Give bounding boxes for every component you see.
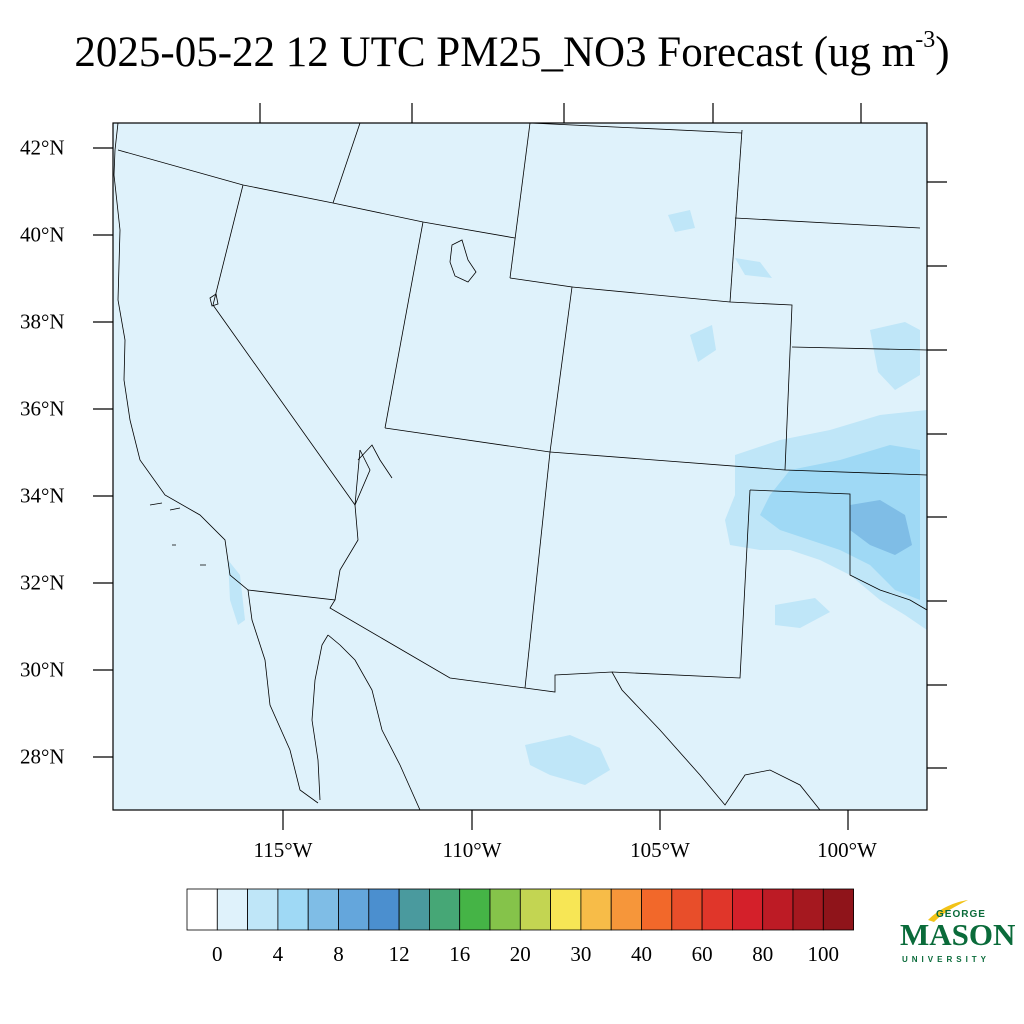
colorbar-swatch — [641, 888, 673, 931]
logo-university: UNIVERSITY — [902, 955, 991, 964]
lon-label-100: 100°W — [817, 838, 877, 862]
lat-label-42: 42°N — [20, 135, 65, 160]
baja-east-coast — [311, 634, 329, 801]
colorbar-swatch — [216, 888, 249, 931]
ok-tx-border — [749, 489, 927, 611]
id-mt-border — [332, 123, 361, 204]
lat-label-38: 38°N — [20, 309, 65, 334]
colorbar-label: 12 — [388, 942, 410, 966]
lon-label-105: 105°W — [630, 838, 690, 862]
colorbar-swatch — [822, 888, 854, 931]
map-title: 2025-05-22 12 UTC PM25_NO3 Forecast (ug … — [0, 26, 1024, 77]
mt-wy-border — [529, 123, 743, 134]
sonora-coast — [327, 634, 421, 810]
colorbar-swatch — [550, 888, 582, 931]
map-frame — [112, 122, 928, 811]
wy-co-border — [571, 286, 793, 471]
colorbar — [186, 888, 854, 931]
ca-nv-border — [212, 184, 361, 507]
colorbar-swatch — [732, 888, 764, 931]
lat-label-40: 40°N — [20, 222, 65, 247]
nm-tx-border — [611, 489, 751, 679]
az-ca-border — [334, 449, 371, 601]
az-nm-border — [524, 451, 551, 689]
tick-marks — [93, 103, 947, 830]
nv-ut-border — [384, 221, 424, 429]
lon-label-110: 110°W — [442, 838, 502, 862]
colorbar-label: 80 — [752, 942, 774, 966]
great-salt-lake — [449, 239, 477, 283]
logo-george: GEORGE — [936, 909, 986, 920]
patch-nebraska — [735, 258, 772, 278]
lat-label-34: 34°N — [20, 483, 65, 508]
patch-plains-dark — [850, 500, 912, 555]
lon-label-115: 115°W — [253, 838, 313, 862]
colorbar-label: 100 — [807, 942, 840, 966]
patch-kansas — [870, 322, 920, 390]
ut-az-border — [384, 427, 551, 453]
ne-sd-border — [734, 217, 921, 229]
ks-ne-border — [791, 346, 927, 351]
colorbar-swatch — [186, 888, 218, 931]
concentration-patches — [228, 210, 927, 785]
colorbar-swatch — [580, 888, 612, 931]
us-mexico-border — [247, 589, 821, 810]
colorbar-label: 30 — [570, 942, 592, 966]
pacific-coastline — [113, 123, 319, 804]
channel-islands — [149, 502, 206, 566]
colorbar-swatch — [701, 888, 733, 931]
lat-label-32: 32°N — [20, 570, 65, 595]
colorbar-swatch — [489, 888, 521, 931]
lake-mead — [357, 444, 393, 479]
colorbar-swatch — [610, 888, 642, 931]
title-text: 2025-05-22 12 UTC PM25_NO3 Forecast (ug … — [74, 29, 916, 76]
lat-label-36: 36°N — [20, 396, 65, 421]
ut-wy-border — [509, 123, 531, 279]
colorbar-swatch — [277, 888, 309, 931]
gmu-logo: GEORGE MASON UNIVERSITY — [900, 900, 1015, 970]
colorbar-swatch — [519, 888, 551, 931]
colorbar-swatch — [459, 888, 491, 931]
colorbar-label: 8 — [333, 942, 344, 966]
patch-chihuahua — [525, 735, 610, 785]
logo-mason: MASON — [900, 917, 1016, 952]
lat-label-28: 28°N — [20, 744, 65, 769]
colorbar-swatch — [338, 888, 370, 931]
wy-ne-border — [729, 129, 743, 303]
colorbar-swatch — [671, 888, 703, 931]
lat-label-30: 30°N — [20, 657, 65, 682]
nm-co-border — [549, 451, 927, 476]
patch-texas-south — [775, 598, 830, 628]
colorbar-swatch — [428, 888, 461, 931]
colorbar-swatch — [792, 888, 824, 931]
colorbar-swatch — [247, 888, 279, 931]
colorbar-label: 20 — [509, 942, 531, 966]
patch-baja — [228, 560, 245, 625]
boundaries — [113, 123, 927, 810]
colorbar-label: 0 — [212, 942, 223, 966]
patch-colorado — [690, 325, 716, 362]
title-close: ) — [935, 29, 950, 76]
colorbar-swatch — [762, 888, 794, 931]
patch-wyoming — [668, 210, 695, 232]
colorbar-swatch — [398, 888, 430, 931]
colorbar-swatch — [368, 888, 400, 931]
colorbar-label: 60 — [691, 942, 713, 966]
logo-swoosh-icon — [928, 900, 968, 922]
colorbar-label: 40 — [631, 942, 652, 966]
colorbar-swatch — [307, 888, 339, 931]
lake-tahoe — [209, 293, 219, 307]
patch-plains-mid — [760, 445, 920, 600]
colorbar-label: 4 — [272, 942, 284, 966]
colorbar-label: 16 — [449, 942, 471, 966]
title-superscript: -3 — [915, 26, 936, 53]
